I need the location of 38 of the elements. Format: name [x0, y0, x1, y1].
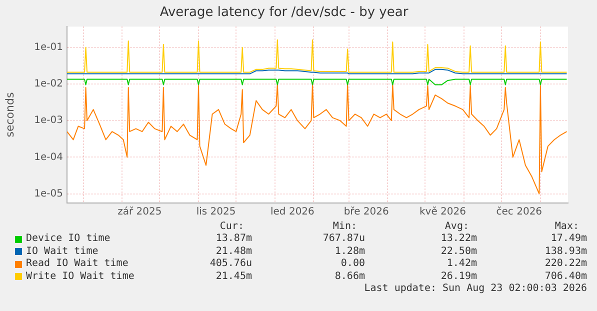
y-tick-label: 1e-04 — [34, 152, 63, 163]
text: 0.00 — [340, 258, 365, 270]
text: 13.87m — [216, 233, 252, 245]
y-tick-label: 1e-03 — [34, 115, 63, 126]
x-tick-label: kvě 2026 — [420, 206, 466, 218]
text: 1.28m — [334, 246, 365, 258]
text: 22.50m — [440, 246, 477, 258]
x-tick-label: bře 2026 — [344, 206, 389, 218]
text: 706.40m — [544, 270, 587, 282]
y-tick-label: 1e-02 — [34, 78, 63, 90]
y-tick-label: 1e-05 — [34, 188, 63, 200]
x-tick-label: led 2026 — [270, 206, 314, 218]
chart-title: Average latency for /dev/sdc - by year — [160, 5, 409, 20]
text: 21.45m — [216, 270, 252, 282]
text: Last update: Sun Aug 23 02:00:03 2026 — [364, 283, 587, 295]
text: 26.19m — [440, 270, 477, 282]
y-axis-title: seconds — [3, 92, 16, 138]
legend-label: Read IO Wait time — [26, 258, 128, 270]
text: 8.66m — [334, 270, 365, 282]
text: Max: — [554, 221, 579, 233]
text: 1.42m — [446, 258, 477, 270]
text: 17.49m — [550, 233, 587, 245]
legend-label: Device IO time — [26, 233, 110, 245]
legend-label: Write IO Wait time — [26, 270, 134, 282]
text: 13.22m — [440, 233, 477, 245]
x-tick-label: zář 2025 — [118, 206, 162, 218]
x-tick-label: čec 2026 — [496, 206, 542, 218]
y-tick-label: 1e-01 — [34, 42, 63, 53]
text: Cur: — [220, 221, 244, 233]
text: 767.87u — [322, 233, 365, 245]
text: 138.93m — [544, 246, 587, 258]
x-tick-label: lis 2025 — [196, 206, 236, 218]
text: 220.22m — [544, 258, 587, 270]
text: 21.48m — [216, 246, 252, 258]
text: Avg: — [444, 221, 469, 233]
text: 405.76u — [210, 258, 252, 270]
legend-label: IO Wait time — [26, 246, 98, 258]
text: Min: — [332, 221, 357, 233]
